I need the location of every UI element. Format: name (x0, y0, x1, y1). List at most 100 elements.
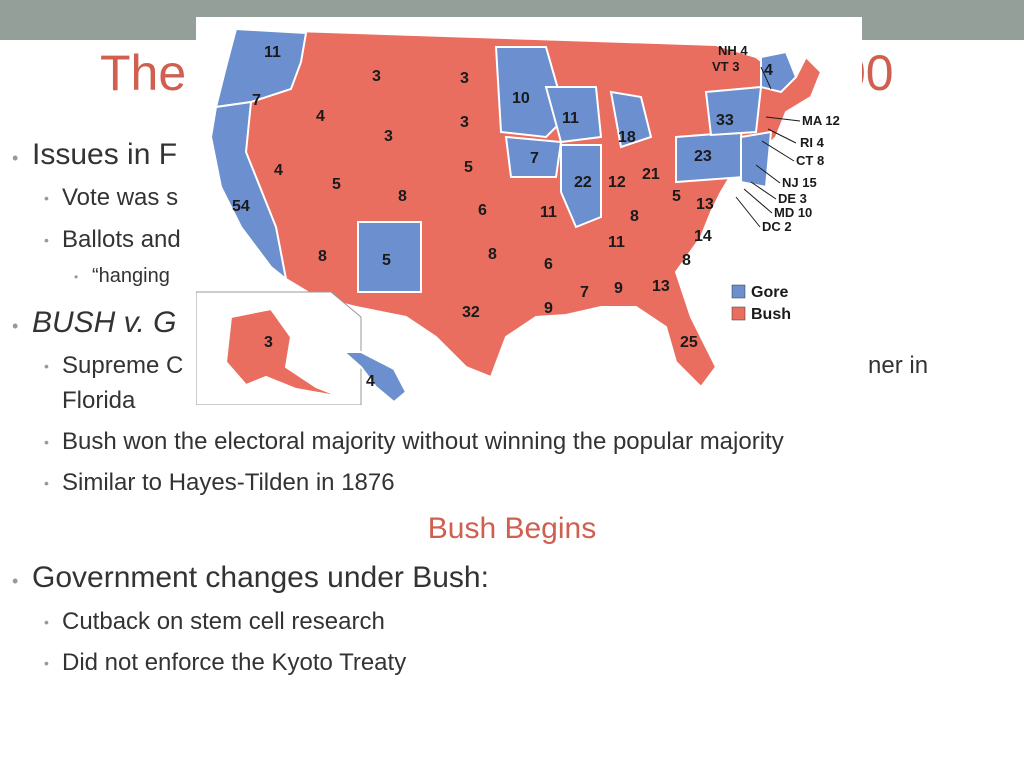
bullet-marker: • (12, 148, 19, 168)
gore-pacific-northwest (214, 27, 308, 109)
bullet-marker: • (44, 655, 49, 671)
bullet-hanging: “hanging (92, 265, 170, 287)
label-ia: 7 (530, 150, 539, 167)
label-hi: 4 (366, 373, 375, 390)
bullet-hayes: Similar to Hayes-Tilden in 1876 (62, 469, 395, 496)
map-legend: Gore Bush (731, 284, 791, 323)
label-me: 4 (764, 62, 773, 79)
gore-new-york (704, 85, 763, 137)
label-mi: 18 (618, 129, 636, 146)
label-nv: 4 (274, 162, 283, 179)
gore-wisconsin (544, 86, 603, 144)
label-ms: 7 (580, 284, 589, 301)
label-fl: 25 (680, 334, 698, 351)
label-ne: 5 (464, 159, 473, 176)
label-va: 13 (696, 196, 714, 213)
bullet-supreme: Supreme C (62, 352, 184, 379)
slide-title-left: The (100, 45, 187, 101)
label-wa: 11 (264, 44, 281, 61)
bullet-bush-v-gore: BUSH v. G (32, 306, 177, 339)
gore-new-mexico (357, 221, 422, 293)
gore-northeast (740, 130, 773, 189)
label-wv: 5 (672, 188, 681, 205)
legend-gore-swatch (731, 284, 746, 299)
bullet-issues: Issues in F (32, 138, 178, 171)
callout-dc: DC 2 (762, 219, 792, 234)
callout-line (761, 140, 795, 162)
alaska-shape (224, 307, 342, 398)
east-callouts: NH 4 VT 3 MA 12 RI 4 CT 8 NJ 15 DE 3 MD … (712, 43, 840, 234)
label-nm: 5 (382, 252, 391, 269)
label-tx: 32 (462, 304, 480, 321)
label-ak: 3 (264, 334, 273, 351)
callout-nh: NH 4 (718, 43, 748, 58)
label-ca: 54 (232, 198, 250, 215)
label-oh: 21 (642, 166, 660, 183)
bullet-kyoto: Did not enforce the Kyoto Treaty (62, 649, 407, 676)
bullet-marker: • (44, 434, 49, 450)
gore-california (209, 100, 288, 282)
legend-gore-label: Gore (751, 284, 788, 301)
label-tn: 11 (608, 234, 625, 251)
callout-line (760, 66, 772, 90)
callout-line (735, 196, 761, 228)
callout-ct: CT 8 (796, 153, 824, 168)
label-mt: 3 (372, 68, 381, 85)
bullet-marker: • (44, 475, 49, 491)
callout-line (767, 128, 797, 144)
callout-line (743, 188, 773, 214)
bullet-ballots: Ballots and (62, 226, 181, 253)
callout-lines (735, 66, 801, 228)
bullet-government: Government changes under Bush: (32, 561, 489, 594)
label-ok: 8 (488, 246, 497, 263)
label-or: 7 (252, 92, 261, 109)
callout-nj: NJ 15 (782, 175, 817, 190)
bullet-marker: • (74, 270, 79, 284)
label-wi: 11 (562, 110, 579, 127)
legend-bush-label: Bush (751, 306, 791, 323)
hawaii-shape (341, 351, 408, 404)
label-mo: 11 (540, 204, 557, 221)
label-in: 12 (608, 174, 626, 191)
label-ga: 13 (652, 278, 670, 295)
callout-ri: RI 4 (800, 135, 825, 150)
label-az: 8 (318, 248, 327, 265)
callout-line (750, 181, 777, 200)
state-labels: 11 7 3 3 10 4 3 3 11 18 4 5 8 5 7 54 6 1… (232, 44, 773, 390)
label-la: 9 (544, 300, 553, 317)
gore-michigan (609, 90, 653, 149)
callout-de: DE 3 (778, 191, 807, 206)
bullet-electoral: Bush won the electoral majority without … (62, 428, 784, 455)
label-ut: 5 (332, 176, 341, 193)
gore-maine (760, 50, 798, 94)
label-sc: 8 (682, 252, 691, 269)
label-id: 4 (316, 108, 325, 125)
callout-line (755, 164, 781, 184)
label-ks: 6 (478, 202, 487, 219)
legend-bush-swatch (731, 306, 746, 321)
label-co: 8 (398, 188, 407, 205)
bullet-supreme-tail: ner in (868, 352, 929, 379)
label-al: 9 (614, 280, 623, 297)
label-mn: 10 (512, 90, 530, 107)
bullet-marker: • (12, 571, 19, 591)
bullet-marker: • (44, 614, 49, 630)
bullet-vote: Vote was s (62, 184, 179, 211)
bullet-marker: • (12, 316, 19, 336)
label-ny: 33 (716, 112, 734, 129)
label-ky: 8 (630, 208, 639, 225)
callout-ma: MA 12 (802, 113, 840, 128)
label-pa: 23 (694, 148, 712, 165)
us-map-shape (196, 27, 823, 405)
bullet-marker: • (44, 232, 49, 248)
bullet-marker: • (44, 358, 49, 374)
callout-md: MD 10 (774, 205, 812, 220)
label-nd: 3 (460, 70, 469, 87)
gore-illinois (560, 144, 602, 229)
label-sd: 3 (460, 114, 469, 131)
label-wy: 3 (384, 128, 393, 145)
label-il: 22 (574, 174, 592, 191)
gore-iowa (504, 135, 563, 178)
callout-line (765, 116, 801, 122)
election-map: 11 7 3 3 10 4 3 3 11 18 4 5 8 5 7 54 6 1… (196, 17, 862, 405)
